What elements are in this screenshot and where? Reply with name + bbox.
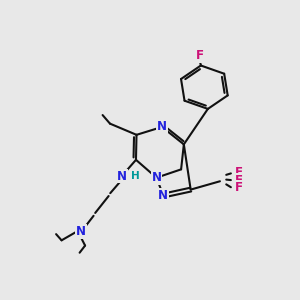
Text: N: N xyxy=(117,169,127,182)
Text: H: H xyxy=(130,171,139,181)
Text: N: N xyxy=(76,225,86,238)
Text: N: N xyxy=(152,171,161,184)
Text: F: F xyxy=(235,181,243,194)
Text: F: F xyxy=(196,49,203,62)
Text: N: N xyxy=(158,189,168,202)
Text: F: F xyxy=(235,166,243,179)
Text: F: F xyxy=(235,174,243,187)
Text: N: N xyxy=(157,121,167,134)
